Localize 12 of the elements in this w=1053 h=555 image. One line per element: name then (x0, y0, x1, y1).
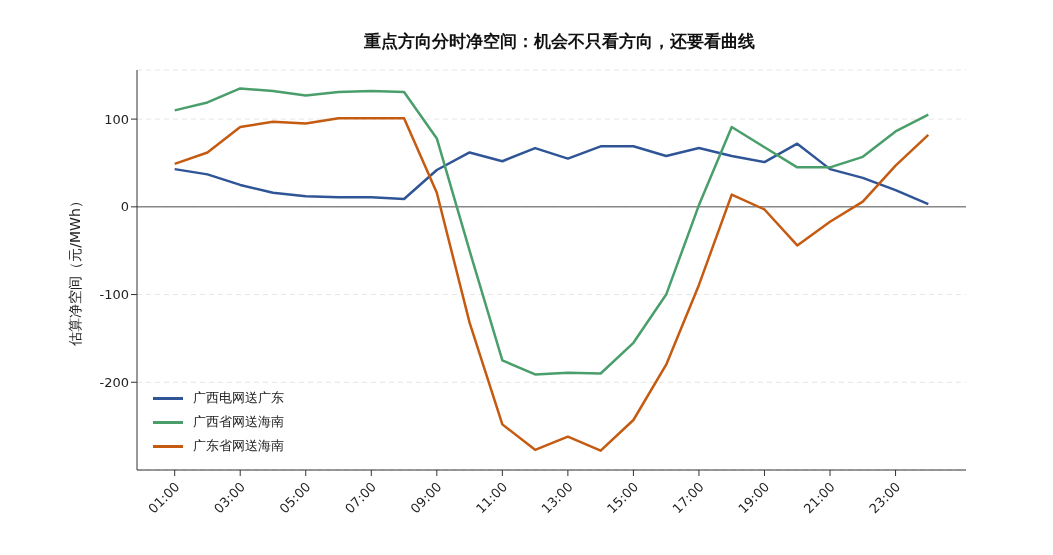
legend-label: 广西电网送广东 (193, 389, 284, 407)
y-axis-title: 估算净空间（元/MWh） (66, 194, 83, 347)
line-series (173, 142, 930, 206)
y-tick-label: 0 (120, 199, 129, 215)
legend-label: 广东省网送海南 (193, 437, 284, 455)
line-series (173, 117, 930, 452)
chart-title: 重点方向分时净空间：机会不只看方向，还要看曲线 (363, 30, 756, 53)
y-tick-label: 100 (104, 111, 129, 127)
line-series (173, 87, 930, 376)
y-tick-label: -100 (99, 287, 129, 303)
legend-label: 广西省网送海南 (193, 413, 284, 431)
y-tick-label: -200 (99, 374, 129, 390)
